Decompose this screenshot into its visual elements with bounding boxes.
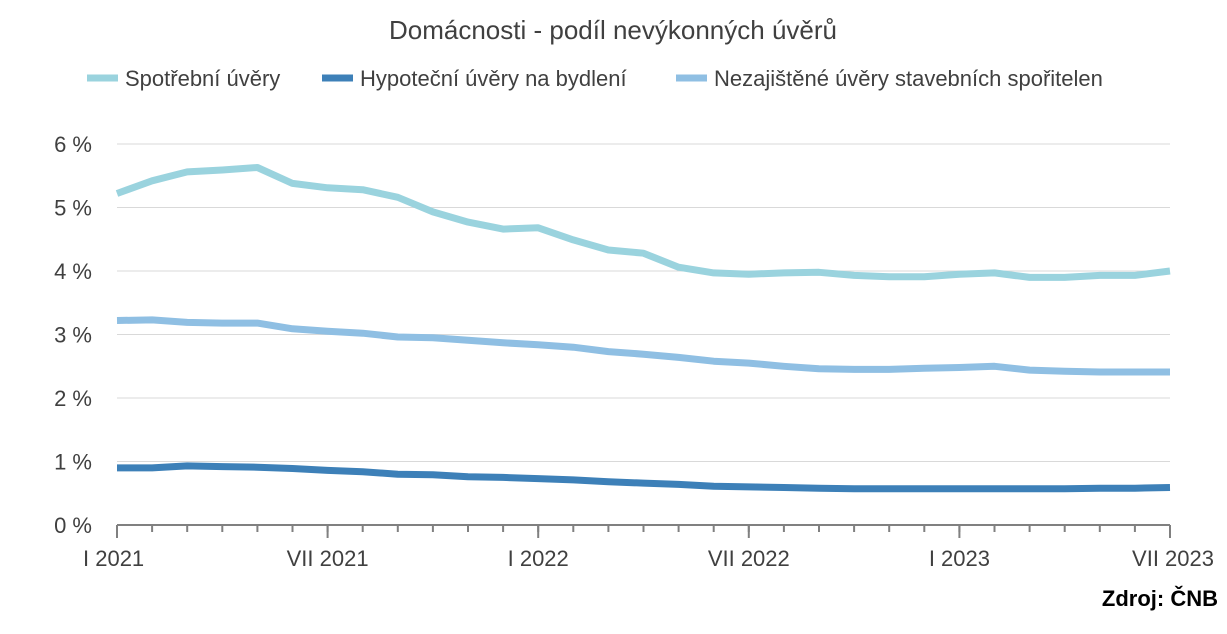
y-axis: 0 % 1 % 2 % 3 % 4 % 5 % 6 % — [54, 132, 92, 538]
y-tick-label: 5 % — [54, 196, 92, 221]
x-tick-label: VII 2022 — [708, 546, 790, 571]
series-line-0 — [115, 164, 1171, 281]
x-tick-label: I 2022 — [508, 546, 569, 571]
gridlines — [117, 143, 1170, 462]
y-tick-label: 6 % — [54, 132, 92, 157]
x-axis: I 2021 VII 2021 I 2022 VII 2022 I 2023 VII 20… — [83, 524, 1214, 571]
series-lines — [115, 164, 1171, 493]
y-tick-label: 3 % — [54, 323, 92, 348]
series-line-1 — [117, 462, 1171, 493]
series-line-2 — [116, 316, 1170, 376]
x-tick-label: I 2021 — [83, 546, 144, 571]
x-tick-label: I 2023 — [929, 546, 990, 571]
chart-title: Domácnosti - podíl nevýkonných úvěrů — [389, 15, 837, 45]
x-tick-label: VII 2023 — [1132, 546, 1214, 571]
source-note: Zdroj: ČNB — [1102, 586, 1218, 611]
y-tick-label: 1 % — [54, 450, 92, 475]
legend-label: Spotřební úvěry — [125, 66, 280, 91]
legend: Spotřební úvěry Hypoteční úvěry na bydlen… — [87, 66, 1103, 91]
y-tick-label: 4 % — [54, 259, 92, 284]
y-tick-label: 2 % — [54, 386, 92, 411]
y-tick-label: 0 % — [54, 513, 92, 538]
legend-label: Nezajištěné úvěry stavebních spořitelen — [714, 66, 1103, 91]
x-tick-label: VII 2021 — [287, 546, 369, 571]
legend-label: Hypoteční úvěry na bydlení — [360, 66, 627, 91]
